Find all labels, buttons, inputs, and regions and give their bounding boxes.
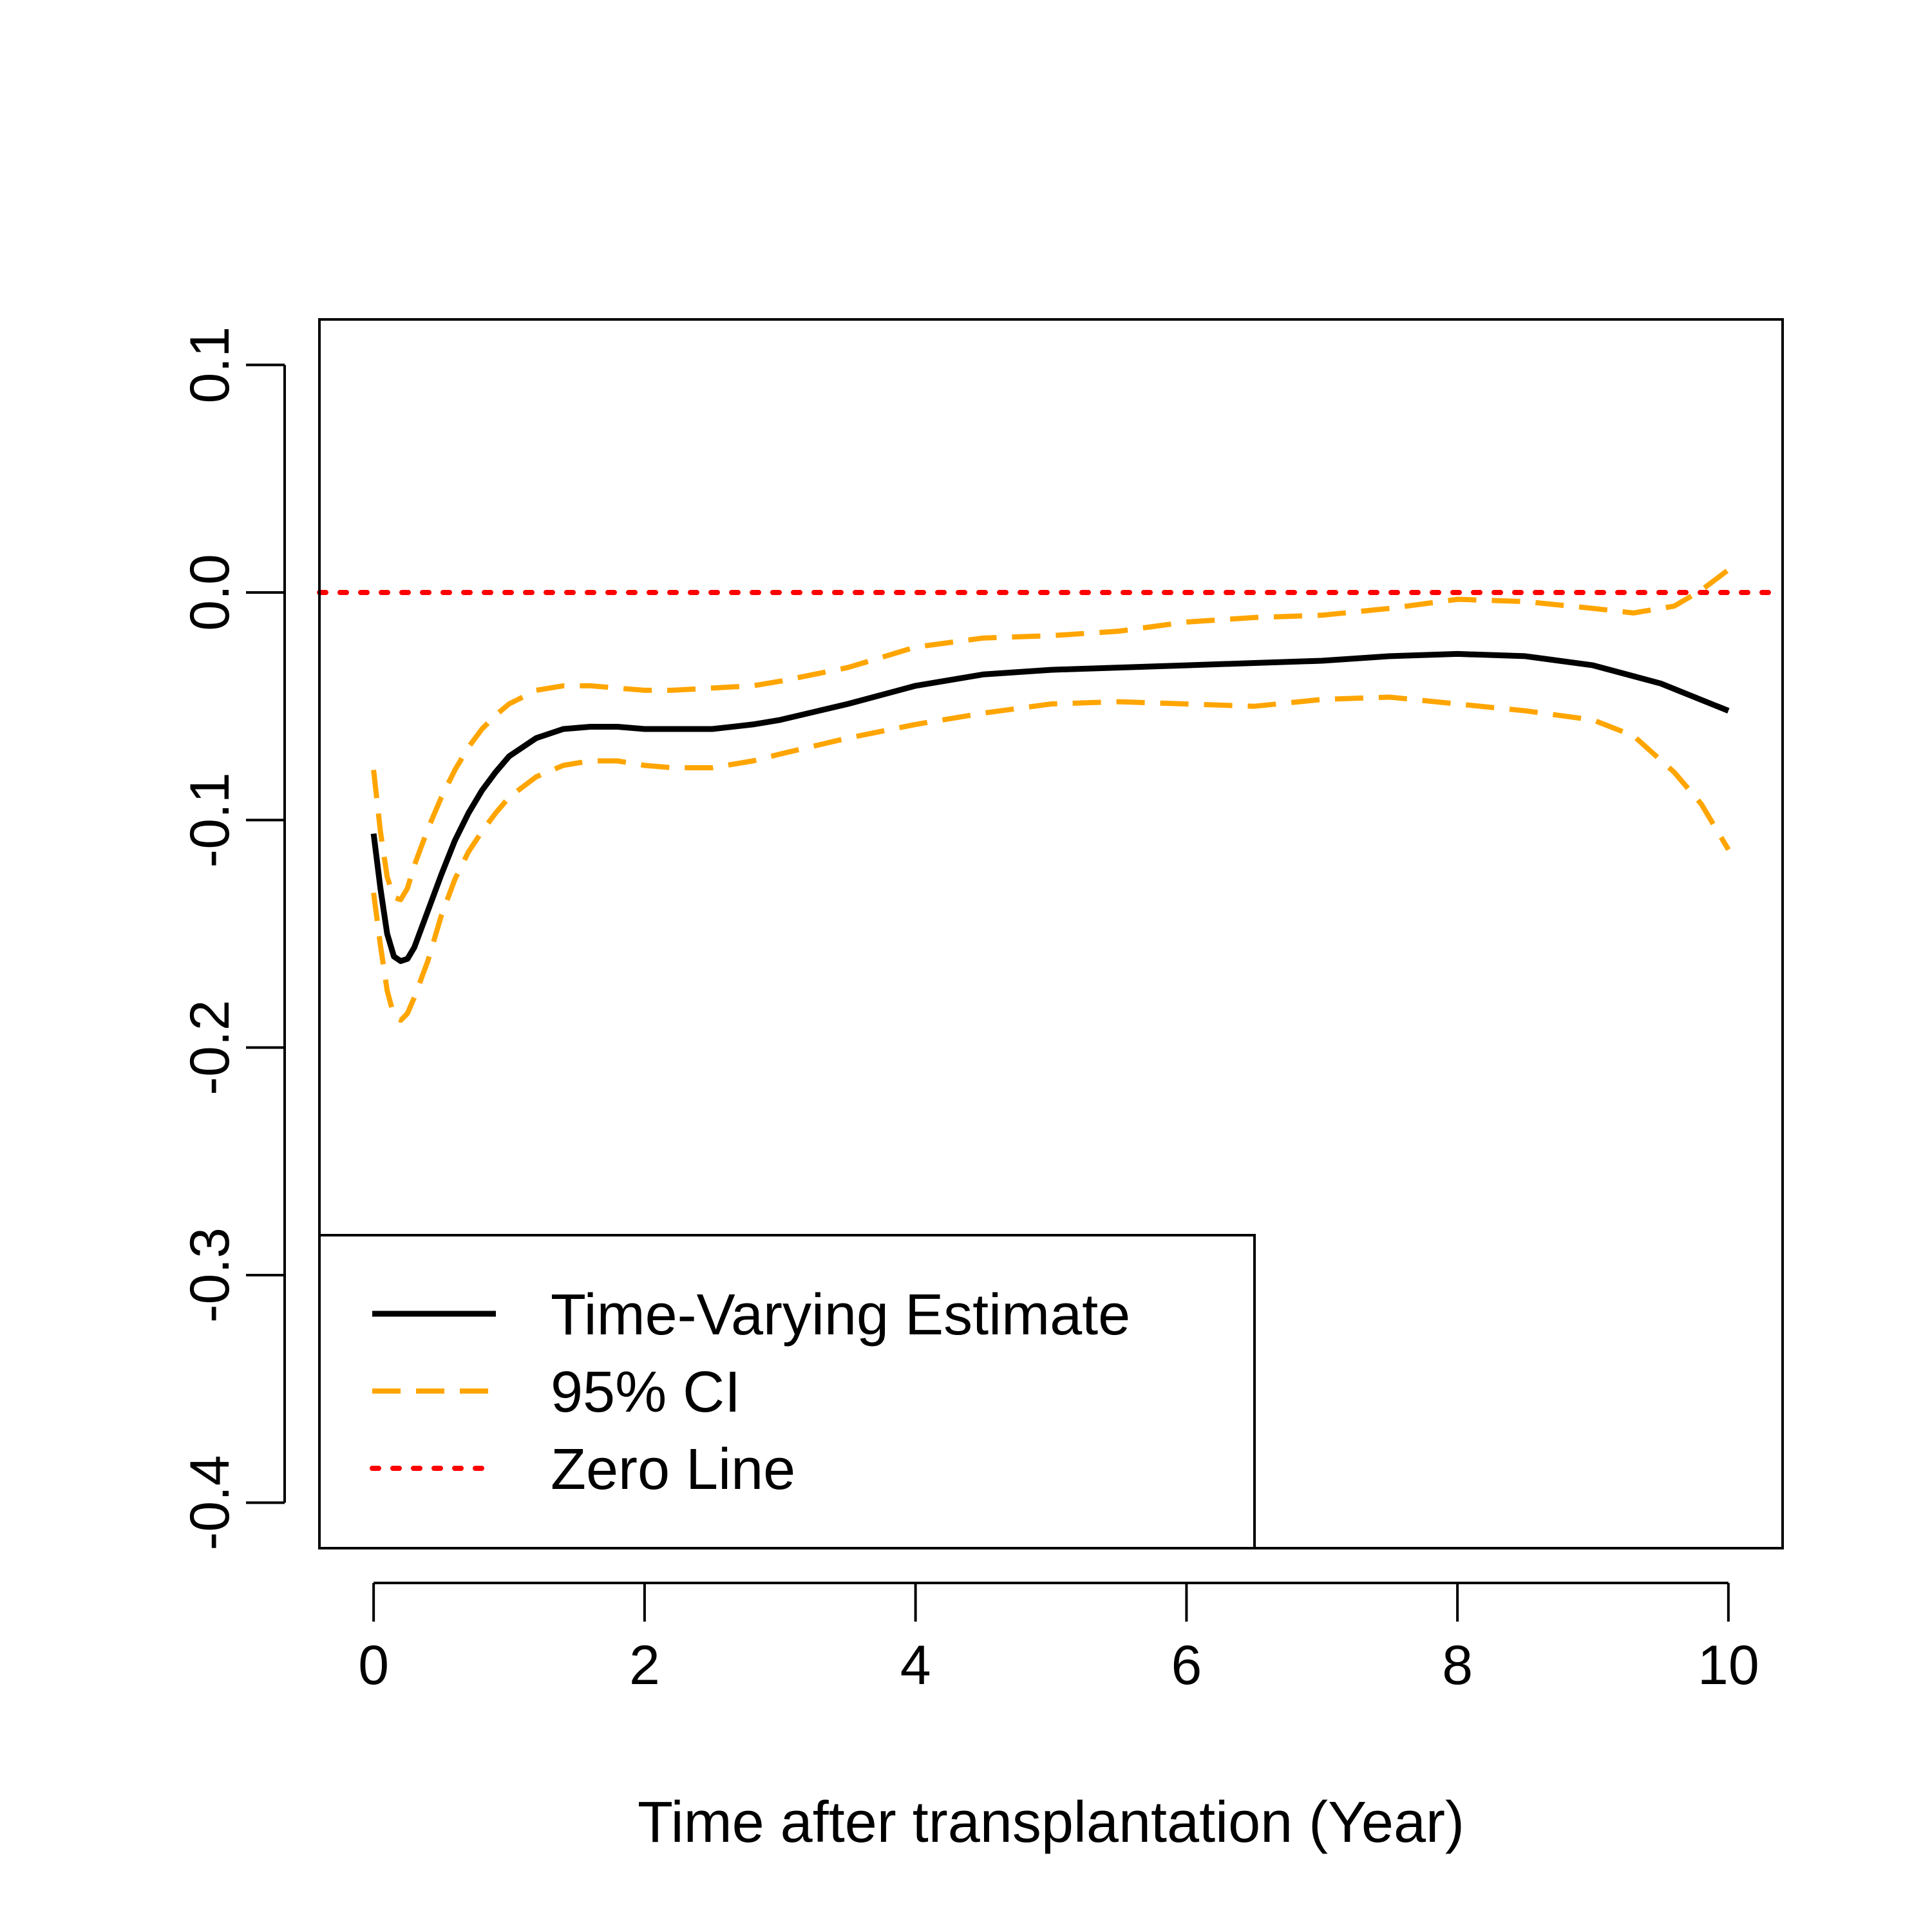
legend-label-95-ci: 95% CI bbox=[551, 1360, 741, 1425]
y-tick-label-1: -0.3 bbox=[179, 1227, 241, 1323]
x-axis-label: Time after transplantation (Year) bbox=[638, 1790, 1464, 1855]
series-line-95-ci-2 bbox=[371, 694, 1731, 1023]
y-axis: -0.4 -0.3 -0.2 -0.1 0.0 0.1 bbox=[179, 327, 286, 1550]
legend-entries: Time-Varying Estimate 95% CI Zero Line bbox=[370, 1283, 1130, 1502]
y-tick-label-5: 0.1 bbox=[179, 327, 241, 404]
x-tick-label-2: 4 bbox=[900, 1634, 931, 1696]
y-tick-label-0: -0.4 bbox=[179, 1455, 241, 1550]
series-line-95-ci-1 bbox=[371, 567, 1730, 902]
x-tick-label-0: 0 bbox=[358, 1634, 389, 1696]
x-axis: 0 2 4 6 8 10 bbox=[358, 1582, 1759, 1696]
series-line-time-varying-estimate-0 bbox=[370, 650, 1730, 964]
x-tick-label-1: 2 bbox=[629, 1634, 660, 1696]
x-tick-label-3: 6 bbox=[1171, 1634, 1202, 1696]
legend-label-zero-line: Zero Line bbox=[551, 1437, 795, 1502]
series-layer bbox=[317, 567, 1785, 1023]
x-tick-label-4: 8 bbox=[1442, 1634, 1473, 1696]
legend-label-time-varying-estimate: Time-Varying Estimate bbox=[551, 1283, 1130, 1347]
legend: Time-Varying Estimate 95% CI Zero Line bbox=[318, 1234, 1256, 1549]
y-tick-label-2: -0.2 bbox=[179, 1000, 241, 1095]
y-tick-label-4: 0.0 bbox=[179, 554, 241, 631]
x-tick-label-5: 10 bbox=[1698, 1634, 1759, 1696]
y-tick-label-3: -0.1 bbox=[179, 772, 241, 867]
